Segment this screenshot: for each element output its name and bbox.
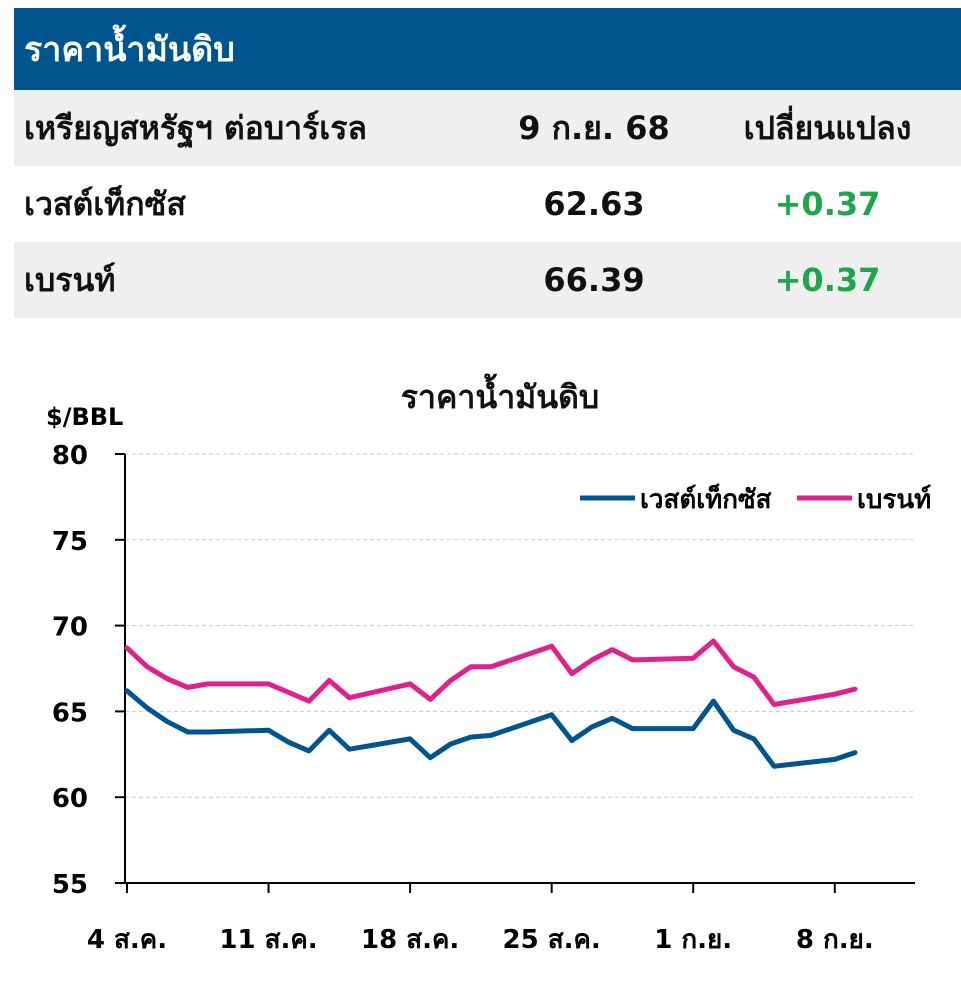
row-name: เวสต์เท็กซัส [24, 184, 186, 223]
table-row-brent: เบรนท์ 66.39 +0.37 [14, 242, 961, 318]
row-change: +0.37 [774, 261, 881, 299]
legend-label-wti: เวสต์เท็กซัส [640, 483, 772, 515]
legend-label-brent: เบรนท์ [857, 484, 931, 515]
y-tick-label: 65 [52, 698, 88, 728]
y-tick-label: 70 [52, 613, 88, 643]
page-title: ราคาน้ำมันดิบ [24, 30, 235, 70]
table-header-row: เหรียญสหรัฐฯ ต่อบาร์เรล 9 ก.ย. 68 เปลี่ย… [14, 90, 961, 166]
y-tick-label: 55 [52, 870, 88, 900]
table-row-wti: เวสต์เท็กซัส 62.63 +0.37 [14, 166, 961, 242]
x-tick-label: 25 ส.ค. [503, 925, 601, 955]
column-header-date: 9 ก.ย. 68 [518, 108, 670, 147]
y-tick-label: 80 [52, 441, 88, 471]
x-tick-label: 4 ส.ค. [87, 925, 167, 955]
row-name: เบรนท์ [24, 260, 116, 299]
header-bar: ราคาน้ำมันดิบ [14, 8, 961, 90]
row-price: 66.39 [543, 261, 645, 299]
x-tick-label: 18 ส.ค. [361, 925, 459, 955]
y-axis-label: $/BBL [46, 403, 123, 431]
y-tick-label: 75 [52, 527, 88, 557]
x-tick-label: 11 ส.ค. [219, 925, 317, 955]
price-table: เหรียญสหรัฐฯ ต่อบาร์เรล 9 ก.ย. 68 เปลี่ย… [14, 90, 961, 318]
x-tick-label: 1 ก.ย. [654, 925, 732, 955]
chart-title: ราคาน้ำมันดิบ [400, 378, 600, 416]
wti-series-line [124, 688, 858, 769]
row-change: +0.37 [774, 185, 881, 223]
y-tick-label: 60 [52, 784, 88, 814]
column-header-currency: เหรียญสหรัฐฯ ต่อบาร์เรล [24, 108, 368, 147]
column-header-change: เปลี่ยนแปลง [743, 108, 912, 147]
row-price: 62.63 [543, 185, 645, 223]
x-tick-label: 8 ก.ย. [796, 925, 874, 955]
brent-series-line [124, 638, 858, 707]
